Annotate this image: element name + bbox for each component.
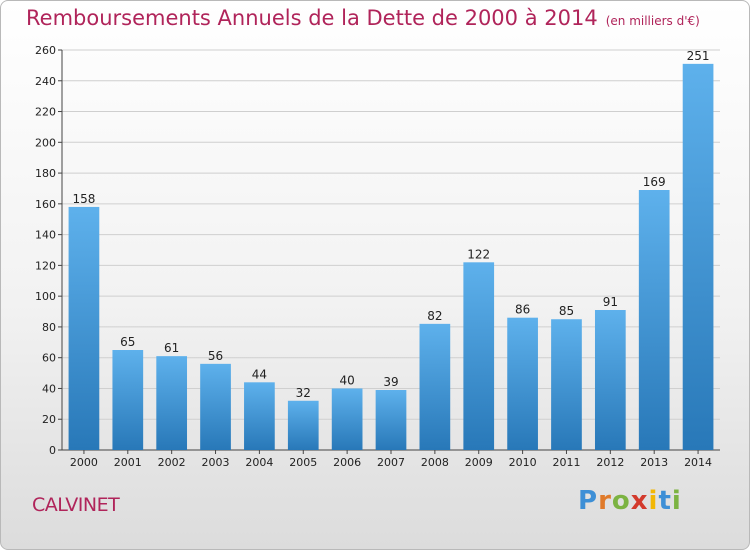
data-label: 91 [603,295,618,309]
bar [551,319,582,450]
bar [594,310,626,450]
y-tick-label: 160 [35,198,56,211]
y-tick-label: 40 [42,382,56,395]
bar [331,388,363,450]
bar [244,382,275,450]
y-tick-label: 80 [42,321,56,334]
y-tick-label: 20 [42,413,56,426]
commune-name: CALVINET [32,494,120,516]
data-label: 32 [296,386,311,400]
x-tick-label: 2000 [70,456,98,469]
bar [112,350,144,450]
x-tick-label: 2007 [377,456,405,469]
bar [287,400,319,450]
y-tick-label: 180 [35,167,56,180]
title-text: Remboursements Annuels de la Dette de 20… [26,6,598,30]
data-label: 86 [515,303,530,317]
data-label: 56 [208,349,223,363]
bar [682,63,714,450]
bar [507,317,538,450]
x-tick-label: 2003 [202,456,230,469]
x-tick-label: 2009 [465,456,493,469]
y-tick-label: 100 [35,290,56,303]
chart-title: Remboursements Annuels de la Dette de 20… [26,6,700,30]
bar [419,323,451,450]
y-tick-label: 140 [35,229,56,242]
proxiti-logo[interactable]: Proxiti [578,486,682,516]
bar [200,363,231,450]
data-label: 61 [164,341,179,355]
y-tick-label: 240 [35,75,56,88]
x-tick-label: 2002 [158,456,186,469]
x-tick-label: 2014 [684,456,712,469]
data-label: 39 [383,375,398,389]
bar [375,390,407,450]
data-label: 251 [687,49,710,63]
y-tick-label: 260 [35,44,56,57]
data-label: 169 [643,175,666,189]
x-tick-label: 2008 [421,456,449,469]
x-tick-label: 2001 [114,456,142,469]
data-label: 82 [427,309,442,323]
y-tick-label: 120 [35,259,56,272]
y-tick-label: 0 [49,444,56,457]
data-label: 65 [120,335,135,349]
data-label: 44 [252,367,267,381]
data-label: 158 [72,192,95,206]
data-label: 40 [339,373,354,387]
x-tick-label: 2004 [245,456,273,469]
x-tick-label: 2010 [509,456,537,469]
bar [68,206,100,450]
chart-subtitle: (en milliers d'€) [605,14,700,28]
x-tick-label: 2013 [640,456,668,469]
x-tick-label: 2012 [596,456,624,469]
x-tick-label: 2011 [552,456,580,469]
x-tick-label: 2006 [333,456,361,469]
y-tick-label: 60 [42,352,56,365]
bar [156,356,188,450]
data-label: 85 [559,304,574,318]
bar [463,262,495,450]
y-tick-label: 220 [35,106,56,119]
data-label: 122 [467,247,490,261]
bar [638,190,670,450]
y-tick-label: 200 [35,136,56,149]
x-tick-label: 2005 [289,456,317,469]
